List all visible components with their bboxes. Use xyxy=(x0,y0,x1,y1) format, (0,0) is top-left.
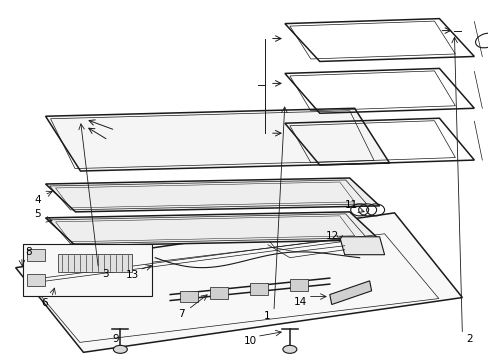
Text: 5: 5 xyxy=(34,209,41,219)
Text: 11: 11 xyxy=(345,200,358,210)
Polygon shape xyxy=(289,279,307,291)
Polygon shape xyxy=(249,283,267,295)
Text: 3: 3 xyxy=(102,269,108,279)
Polygon shape xyxy=(210,287,227,300)
Text: 1: 1 xyxy=(263,311,270,321)
Text: 9: 9 xyxy=(112,334,119,345)
Polygon shape xyxy=(45,178,379,212)
Polygon shape xyxy=(45,108,389,171)
Text: 14: 14 xyxy=(294,297,307,306)
Text: 4: 4 xyxy=(34,195,41,205)
Polygon shape xyxy=(45,212,379,246)
Polygon shape xyxy=(180,291,198,302)
Polygon shape xyxy=(339,237,384,255)
Polygon shape xyxy=(58,254,132,272)
Text: 2: 2 xyxy=(465,334,472,345)
Text: 6: 6 xyxy=(41,297,48,307)
Text: 12: 12 xyxy=(325,231,339,241)
Polygon shape xyxy=(16,213,462,352)
Polygon shape xyxy=(329,281,371,305)
Bar xyxy=(26,274,44,285)
Polygon shape xyxy=(22,244,152,296)
Text: 10: 10 xyxy=(243,336,256,346)
Ellipse shape xyxy=(283,345,296,353)
Text: 8: 8 xyxy=(25,247,32,257)
Bar xyxy=(26,249,44,261)
Ellipse shape xyxy=(113,345,127,353)
Text: 13: 13 xyxy=(125,270,139,280)
Text: 7: 7 xyxy=(178,310,184,319)
